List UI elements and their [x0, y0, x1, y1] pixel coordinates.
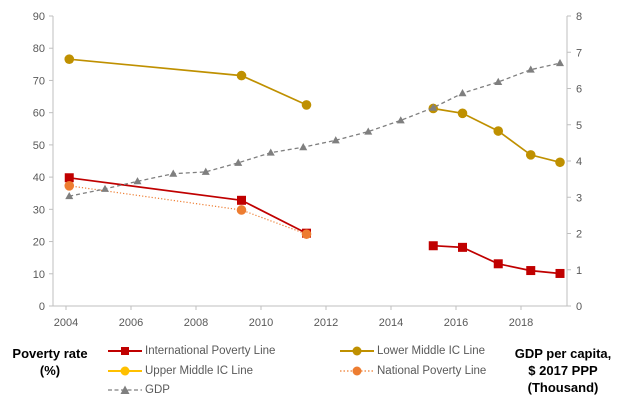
data-point-gdp — [234, 158, 243, 166]
y-left-tick-label: 50 — [33, 140, 45, 152]
data-point-gdp — [299, 143, 308, 151]
data-point-national-poverty-line — [64, 181, 75, 191]
legend-label-upper-middle: Upper Middle IC Line — [145, 365, 254, 377]
x-tick-label: 2008 — [184, 317, 208, 329]
data-point-gdp — [331, 136, 340, 144]
data-point-international-poverty-line — [64, 173, 74, 183]
series-line-lower-middle-ic-line-1 — [69, 58, 307, 106]
data-point-gdp — [429, 103, 438, 111]
legend-swatch-international — [108, 347, 142, 355]
y-axis-right-title-line-2: $ 2017 PPP — [528, 363, 598, 378]
data-point-gdp — [494, 77, 503, 85]
data-point-gdp — [364, 127, 373, 135]
y-axis-left-title-line-1: Poverty rate — [12, 346, 88, 361]
legend-item-gdp: GDP — [108, 384, 170, 396]
legend-swatch-national — [340, 366, 374, 376]
y-left-tick-label: 70 — [33, 75, 45, 87]
y-right-tick-label: 2 — [576, 229, 582, 241]
legend-label-gdp: GDP — [145, 384, 170, 396]
legend-item-upper-middle-ic-line: Upper Middle IC Line — [108, 365, 253, 377]
y-right-tick-label: 4 — [576, 156, 582, 168]
series-line-gdp-1 — [69, 62, 561, 197]
axes: 0 10 20 30 40 50 60 70 80 90 0 1 2 3 4 5 6 7 8 2004 2006 2008… — [33, 11, 582, 329]
y-axis-right-title-line-3: (Thousand) — [527, 380, 599, 395]
data-point-lower-middle-ic-line — [555, 157, 565, 168]
data-point-gdp — [266, 148, 275, 156]
y-right-tick-label: 8 — [576, 11, 582, 23]
data-point-lower-middle-ic-line — [525, 150, 536, 160]
data-point-national-poverty-line — [236, 205, 247, 215]
y-left-tick-label: 20 — [33, 237, 45, 249]
data-point-gdp — [101, 184, 109, 192]
x-tick-label: 2010 — [249, 317, 273, 329]
data-point-international-poverty-line — [493, 259, 503, 269]
x-tick-label: 2014 — [379, 317, 403, 329]
legend-item-international-poverty-line: International Poverty Line — [108, 345, 275, 357]
data-point-national-poverty-line — [301, 229, 312, 239]
y-left-tick-label: 80 — [33, 43, 45, 55]
data-point-gdp — [556, 58, 564, 67]
data-point-international-poverty-line — [555, 268, 565, 278]
y-left-tick-label: 30 — [33, 204, 45, 216]
y-right-tick-label: 7 — [576, 47, 582, 59]
y-right-tick-label: 0 — [576, 301, 582, 313]
series-layer — [64, 54, 565, 278]
legend-label-lower-middle: Lower Middle IC Line — [377, 345, 486, 357]
data-point-lower-middle-ic-line — [457, 108, 468, 119]
legend-item-national-poverty-line: National Poverty Line — [340, 365, 486, 377]
legend-swatch-lower-middle — [340, 346, 374, 356]
data-point-international-poverty-line — [458, 242, 467, 252]
x-tick-label: 2004 — [54, 317, 78, 329]
y-axis-right-title: GDP per capita, $ 2017 PPP (Thousand) — [507, 345, 619, 396]
y-left-tick-label: 10 — [33, 269, 45, 281]
x-tick-label: 2006 — [119, 317, 143, 329]
y-left-tick-label: 0 — [39, 301, 45, 313]
y-left-tick-label: 40 — [33, 172, 45, 184]
data-point-lower-middle-ic-line — [493, 126, 504, 136]
data-point-gdp — [396, 116, 405, 124]
legend-label-national: National Poverty Line — [377, 365, 487, 377]
x-tick-label: 2016 — [444, 317, 468, 329]
data-point-gdp — [65, 191, 74, 200]
data-point-lower-middle-ic-line — [64, 54, 75, 64]
data-point-gdp — [169, 169, 178, 177]
legend-label-international: International Poverty Line — [145, 345, 276, 357]
data-point-international-poverty-line — [526, 266, 536, 276]
y-axis-left-title-line-2: (%) — [39, 363, 61, 378]
data-point-gdp — [526, 65, 535, 73]
data-point-gdp — [133, 177, 142, 185]
data-point-lower-middle-ic-line — [236, 70, 247, 81]
x-tick-label: 2012 — [314, 317, 338, 329]
data-point-gdp — [458, 89, 467, 97]
legend-swatch-upper-middle — [108, 366, 142, 376]
data-point-gdp — [201, 167, 210, 175]
y-axis-left-title: Poverty rate (%) — [2, 345, 98, 379]
legend-item-lower-middle-ic-line: Lower Middle IC Line — [340, 345, 485, 357]
y-right-tick-label: 5 — [576, 120, 582, 132]
data-point-lower-middle-ic-line — [301, 100, 312, 110]
y-left-tick-label: 90 — [33, 11, 45, 23]
legend-swatch-gdp — [108, 385, 142, 394]
x-tick-label: 2018 — [509, 317, 533, 329]
y-right-tick-label: 6 — [576, 84, 582, 96]
y-axis-right-title-line-1: GDP per capita, — [514, 346, 612, 361]
data-point-international-poverty-line — [428, 241, 438, 251]
data-point-international-poverty-line — [237, 195, 246, 205]
y-left-tick-label: 60 — [33, 108, 45, 120]
y-right-tick-label: 3 — [576, 192, 582, 204]
y-right-tick-label: 1 — [576, 265, 582, 277]
